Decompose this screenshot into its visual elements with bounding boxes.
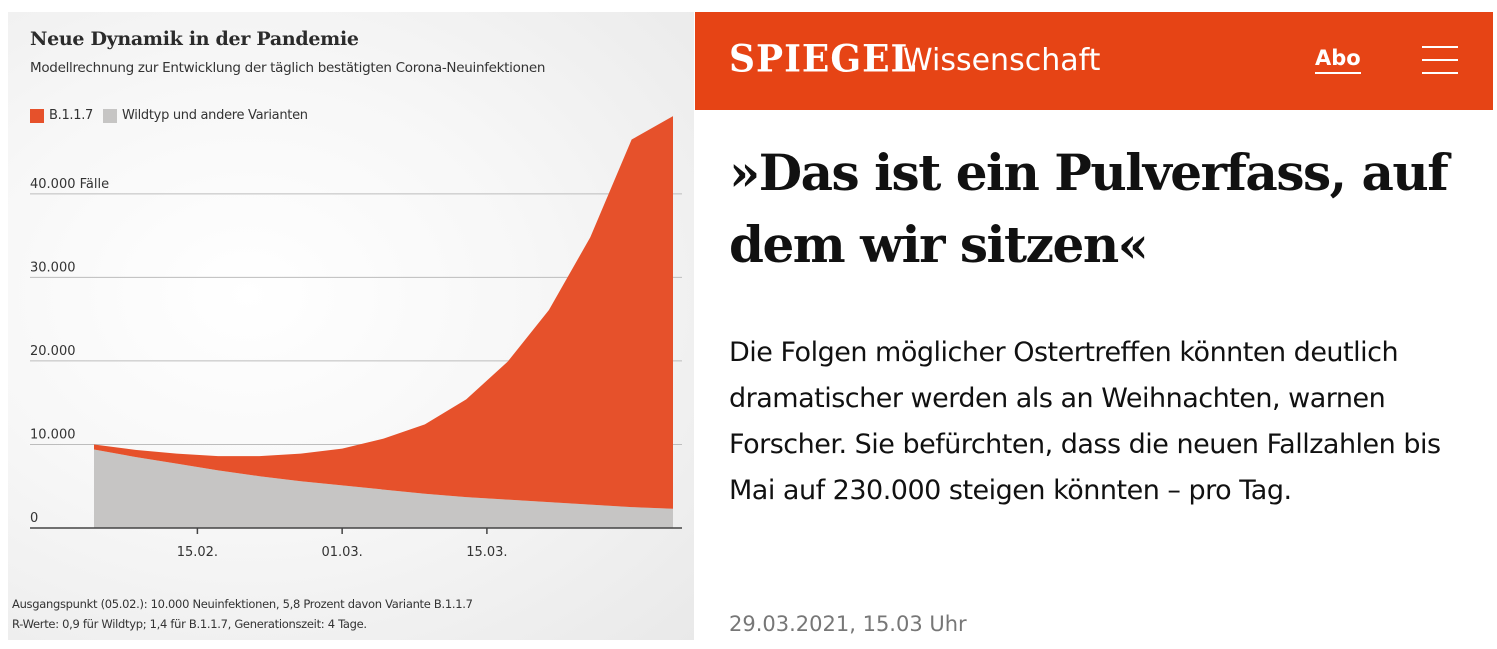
chart-canvas: 0 10.000 20.000 30.000 40.000 Fälle 15.02. 01.…	[30, 116, 682, 560]
y-tick-label-40000: 40.000 Fälle	[30, 177, 109, 192]
chart-footnote-start: Ausgangspunkt (05.02.): 10.000 Neuinfekt…	[12, 597, 473, 611]
x-tick-label-01.03.: 01.03.	[321, 545, 362, 560]
chart-footnote-rvalues: R-Werte: 0,9 für Wildtyp; 1,4 für B.1.1.…	[12, 617, 367, 631]
chart-title: Neue Dynamik in der Pandemie	[30, 28, 359, 50]
article-timestamp: 29.03.2021, 15.03 Uhr	[729, 612, 967, 636]
y-tick-label-30000: 30.000	[30, 260, 76, 275]
legend-label-wildtype: Wildtyp und andere Varianten	[122, 108, 308, 123]
article-panel: SPIEGEL Wissenschaft Abo »Das ist ein Pu…	[695, 12, 1497, 649]
y-tick-label-20000: 20.000	[30, 344, 76, 359]
x-tick-label-15.03.: 15.03.	[466, 545, 507, 560]
y-tick-label-10000: 10.000	[30, 427, 76, 442]
brand-header: SPIEGEL Wissenschaft Abo	[695, 12, 1493, 110]
legend-swatch-b117	[30, 108, 44, 123]
article-headline[interactable]: »Das ist ein Pulverfass, auf dem wir sit…	[729, 143, 1449, 274]
area-wildtype	[94, 449, 673, 528]
chart-subtitle: Modellrechnung zur Entwicklung der tägli…	[30, 60, 546, 76]
chart-panel: 0 10.000 20.000 30.000 40.000 Fälle 15.02. 01.…	[8, 12, 694, 640]
abo-link[interactable]: Abo	[1315, 46, 1361, 74]
hamburger-menu-icon[interactable]	[1422, 46, 1458, 74]
legend-label-b117: B.1.1.7	[49, 108, 94, 123]
legend-item-b117: B.1.1.7	[30, 108, 93, 123]
legend-item-wildtype: Wildtyp und andere Varianten	[103, 108, 308, 123]
y-tick-label-0: 0	[30, 511, 38, 526]
area-b117	[94, 116, 673, 509]
spiegel-logo[interactable]: SPIEGEL	[729, 36, 917, 82]
chart-legend: B.1.1.7 Wildtyp und andere Varianten	[30, 108, 318, 123]
x-tick-label-15.02.: 15.02.	[177, 545, 218, 560]
legend-swatch-wildtype	[103, 108, 118, 123]
section-name[interactable]: Wissenschaft	[903, 43, 1101, 78]
article-teaser: Die Folgen möglicher Ostertreffen könnte…	[729, 337, 1441, 506]
